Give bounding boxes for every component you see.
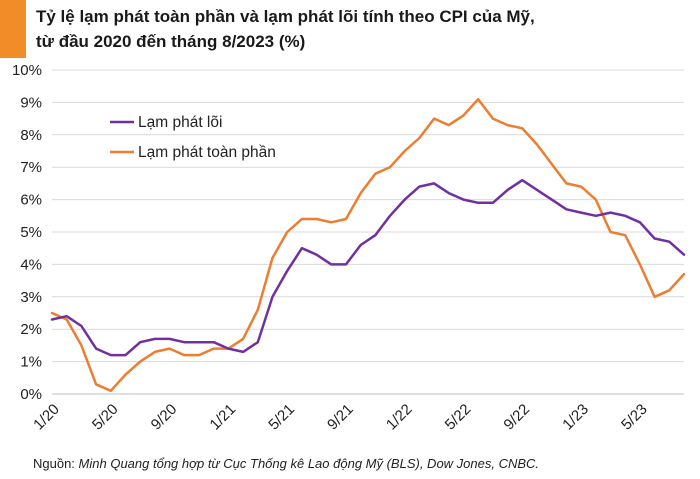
source-prefix: Nguồn: (33, 456, 79, 471)
y-tick-label: 4% (20, 256, 42, 273)
x-tick-label: 9/20 (148, 401, 181, 434)
x-tick-label: 5/22 (442, 401, 475, 434)
legend-label-headline: Lạm phát toàn phần (138, 144, 276, 161)
source-text: Minh Quang tổng hợp từ Cục Thống kê Lao … (78, 456, 540, 471)
x-tick-label: 5/20 (89, 401, 122, 434)
x-tick-label: 5/21 (265, 401, 298, 434)
x-tick-label: 1/23 (559, 401, 592, 434)
x-tick-label: 1/20 (30, 401, 63, 434)
accent-bar (0, 0, 26, 58)
y-tick-label: 2% (20, 321, 42, 338)
y-tick-label: 7% (20, 159, 42, 176)
x-tick-label: 1/22 (383, 401, 416, 434)
y-tick-label: 9% (20, 94, 42, 111)
y-tick-label: 6% (20, 192, 42, 209)
y-tick-label: 1% (20, 354, 42, 371)
y-tick-label: 0% (20, 386, 42, 403)
x-tick-label: 9/21 (324, 401, 357, 434)
y-tick-label: 10% (12, 62, 42, 79)
y-tick-label: 3% (20, 289, 42, 306)
y-tick-label: 5% (20, 224, 42, 241)
core-inflation-line (50, 178, 686, 357)
y-tick-label: 8% (20, 127, 42, 144)
chart-title-line-2: từ đầu 2020 đến tháng 8/2023 (%) (36, 32, 306, 51)
x-tick-label: 5/23 (618, 401, 651, 434)
x-tick-label: 1/21 (207, 401, 240, 434)
line-chart: 0% 1% 2% 3% 4% 5% 6% 7% 8% 9% 10% 1/20 5/20 9/20 1/21 5… (12, 62, 686, 434)
legend-label-core: Lạm phát lõi (138, 114, 222, 131)
headline-inflation-line (50, 97, 686, 393)
x-tick-label: 9/22 (500, 401, 533, 434)
chart-title-line-1: Tỷ lệ lạm phát toàn phần và lạm phát lõi… (36, 7, 535, 26)
source-note: Nguồn: Minh Quang tổng hợp từ Cục Thống … (33, 456, 539, 471)
chart-title: Tỷ lệ lạm phát toàn phần và lạm phát lõi… (36, 4, 686, 54)
